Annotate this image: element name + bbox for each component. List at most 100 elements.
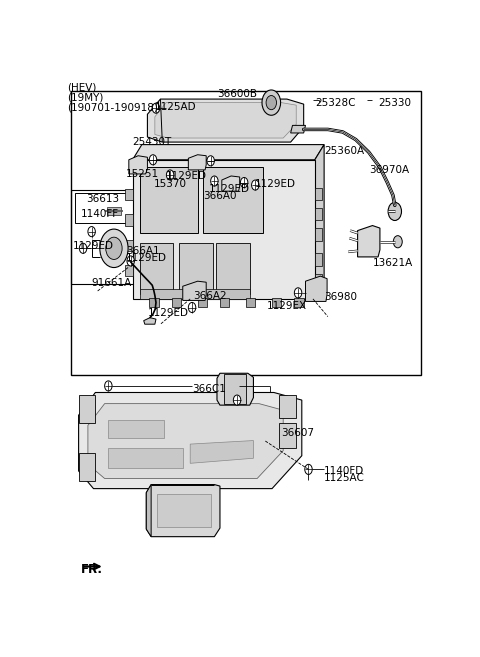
Text: 1140FD: 1140FD xyxy=(324,466,364,476)
Text: 25328C: 25328C xyxy=(315,98,355,108)
Text: FR.: FR. xyxy=(81,563,102,576)
Circle shape xyxy=(105,381,112,391)
Text: 36600B: 36600B xyxy=(216,89,257,99)
Polygon shape xyxy=(222,176,240,191)
Polygon shape xyxy=(217,373,253,405)
Bar xyxy=(279,395,296,418)
Polygon shape xyxy=(315,145,324,299)
Polygon shape xyxy=(146,485,220,537)
Circle shape xyxy=(167,170,174,180)
Text: 36970A: 36970A xyxy=(369,165,409,175)
Polygon shape xyxy=(155,102,296,138)
Bar xyxy=(246,298,255,307)
Circle shape xyxy=(393,236,402,248)
Polygon shape xyxy=(188,155,206,170)
Text: 366A0: 366A0 xyxy=(203,191,237,200)
Bar xyxy=(75,193,158,223)
Circle shape xyxy=(388,202,401,221)
Polygon shape xyxy=(108,420,164,438)
Polygon shape xyxy=(190,441,253,463)
Bar xyxy=(198,298,207,307)
Circle shape xyxy=(188,302,196,313)
Polygon shape xyxy=(129,156,147,174)
Bar xyxy=(294,298,304,307)
Text: 1140FF: 1140FF xyxy=(81,210,119,219)
Polygon shape xyxy=(358,225,380,257)
Polygon shape xyxy=(183,281,206,300)
Text: 36613: 36613 xyxy=(86,194,120,204)
Text: 1129ED: 1129ED xyxy=(147,307,189,317)
Circle shape xyxy=(305,464,312,474)
Text: (190701-190918): (190701-190918) xyxy=(67,102,158,112)
Bar xyxy=(79,395,96,423)
Text: (HEV): (HEV) xyxy=(67,83,97,93)
Bar xyxy=(132,160,315,299)
Text: 25330: 25330 xyxy=(378,98,411,108)
Bar xyxy=(279,423,296,448)
Bar xyxy=(315,273,322,286)
Bar xyxy=(224,374,246,403)
Text: 1129EX: 1129EX xyxy=(266,301,307,311)
Polygon shape xyxy=(144,317,156,324)
Bar xyxy=(156,493,211,526)
Circle shape xyxy=(294,288,302,298)
Bar xyxy=(140,243,173,294)
Bar xyxy=(315,208,322,221)
Text: 1125AC: 1125AC xyxy=(324,474,365,484)
Bar xyxy=(179,243,213,294)
Circle shape xyxy=(79,243,87,254)
Text: 91661A: 91661A xyxy=(92,278,132,288)
Circle shape xyxy=(233,395,241,405)
Circle shape xyxy=(100,229,128,267)
Circle shape xyxy=(266,95,276,110)
Text: (19MY): (19MY) xyxy=(67,93,104,102)
Text: 1129ED: 1129ED xyxy=(126,253,167,263)
Bar xyxy=(140,168,198,233)
Text: 1129ED: 1129ED xyxy=(166,171,207,181)
Text: 36607: 36607 xyxy=(281,428,314,438)
Text: 13621A: 13621A xyxy=(372,258,413,269)
Circle shape xyxy=(127,256,134,266)
Circle shape xyxy=(106,237,122,260)
Bar xyxy=(71,190,162,284)
Circle shape xyxy=(252,180,259,190)
Polygon shape xyxy=(305,276,327,302)
Bar xyxy=(125,240,132,251)
Text: 1129ED: 1129ED xyxy=(73,240,114,251)
Bar xyxy=(79,453,96,481)
Polygon shape xyxy=(132,145,324,160)
Bar xyxy=(216,243,250,294)
Text: 366A1: 366A1 xyxy=(126,246,160,256)
Bar xyxy=(272,298,281,307)
Text: 15251: 15251 xyxy=(126,169,159,179)
Circle shape xyxy=(240,177,248,188)
Circle shape xyxy=(149,155,156,165)
Text: 1125AD: 1125AD xyxy=(155,102,196,112)
Bar xyxy=(203,168,263,233)
Bar xyxy=(71,91,421,374)
Bar xyxy=(125,265,132,276)
Polygon shape xyxy=(79,392,302,489)
Bar xyxy=(220,298,229,307)
Polygon shape xyxy=(88,403,283,478)
Text: 15370: 15370 xyxy=(154,179,187,189)
Polygon shape xyxy=(108,448,183,468)
Bar xyxy=(107,208,120,215)
Polygon shape xyxy=(147,99,304,142)
Text: 25430T: 25430T xyxy=(132,137,172,147)
Bar xyxy=(125,189,132,200)
Circle shape xyxy=(152,103,160,113)
Polygon shape xyxy=(146,485,151,537)
Circle shape xyxy=(88,227,96,237)
Text: 1129ED: 1129ED xyxy=(255,179,296,189)
Text: 366A2: 366A2 xyxy=(193,291,227,301)
Bar xyxy=(315,254,322,266)
Bar xyxy=(125,214,132,225)
Bar xyxy=(172,298,181,307)
Text: 25360A: 25360A xyxy=(324,146,364,156)
Bar xyxy=(315,188,322,200)
Polygon shape xyxy=(290,125,305,133)
Circle shape xyxy=(262,90,281,115)
Circle shape xyxy=(211,176,218,186)
Text: 36980: 36980 xyxy=(324,292,357,302)
